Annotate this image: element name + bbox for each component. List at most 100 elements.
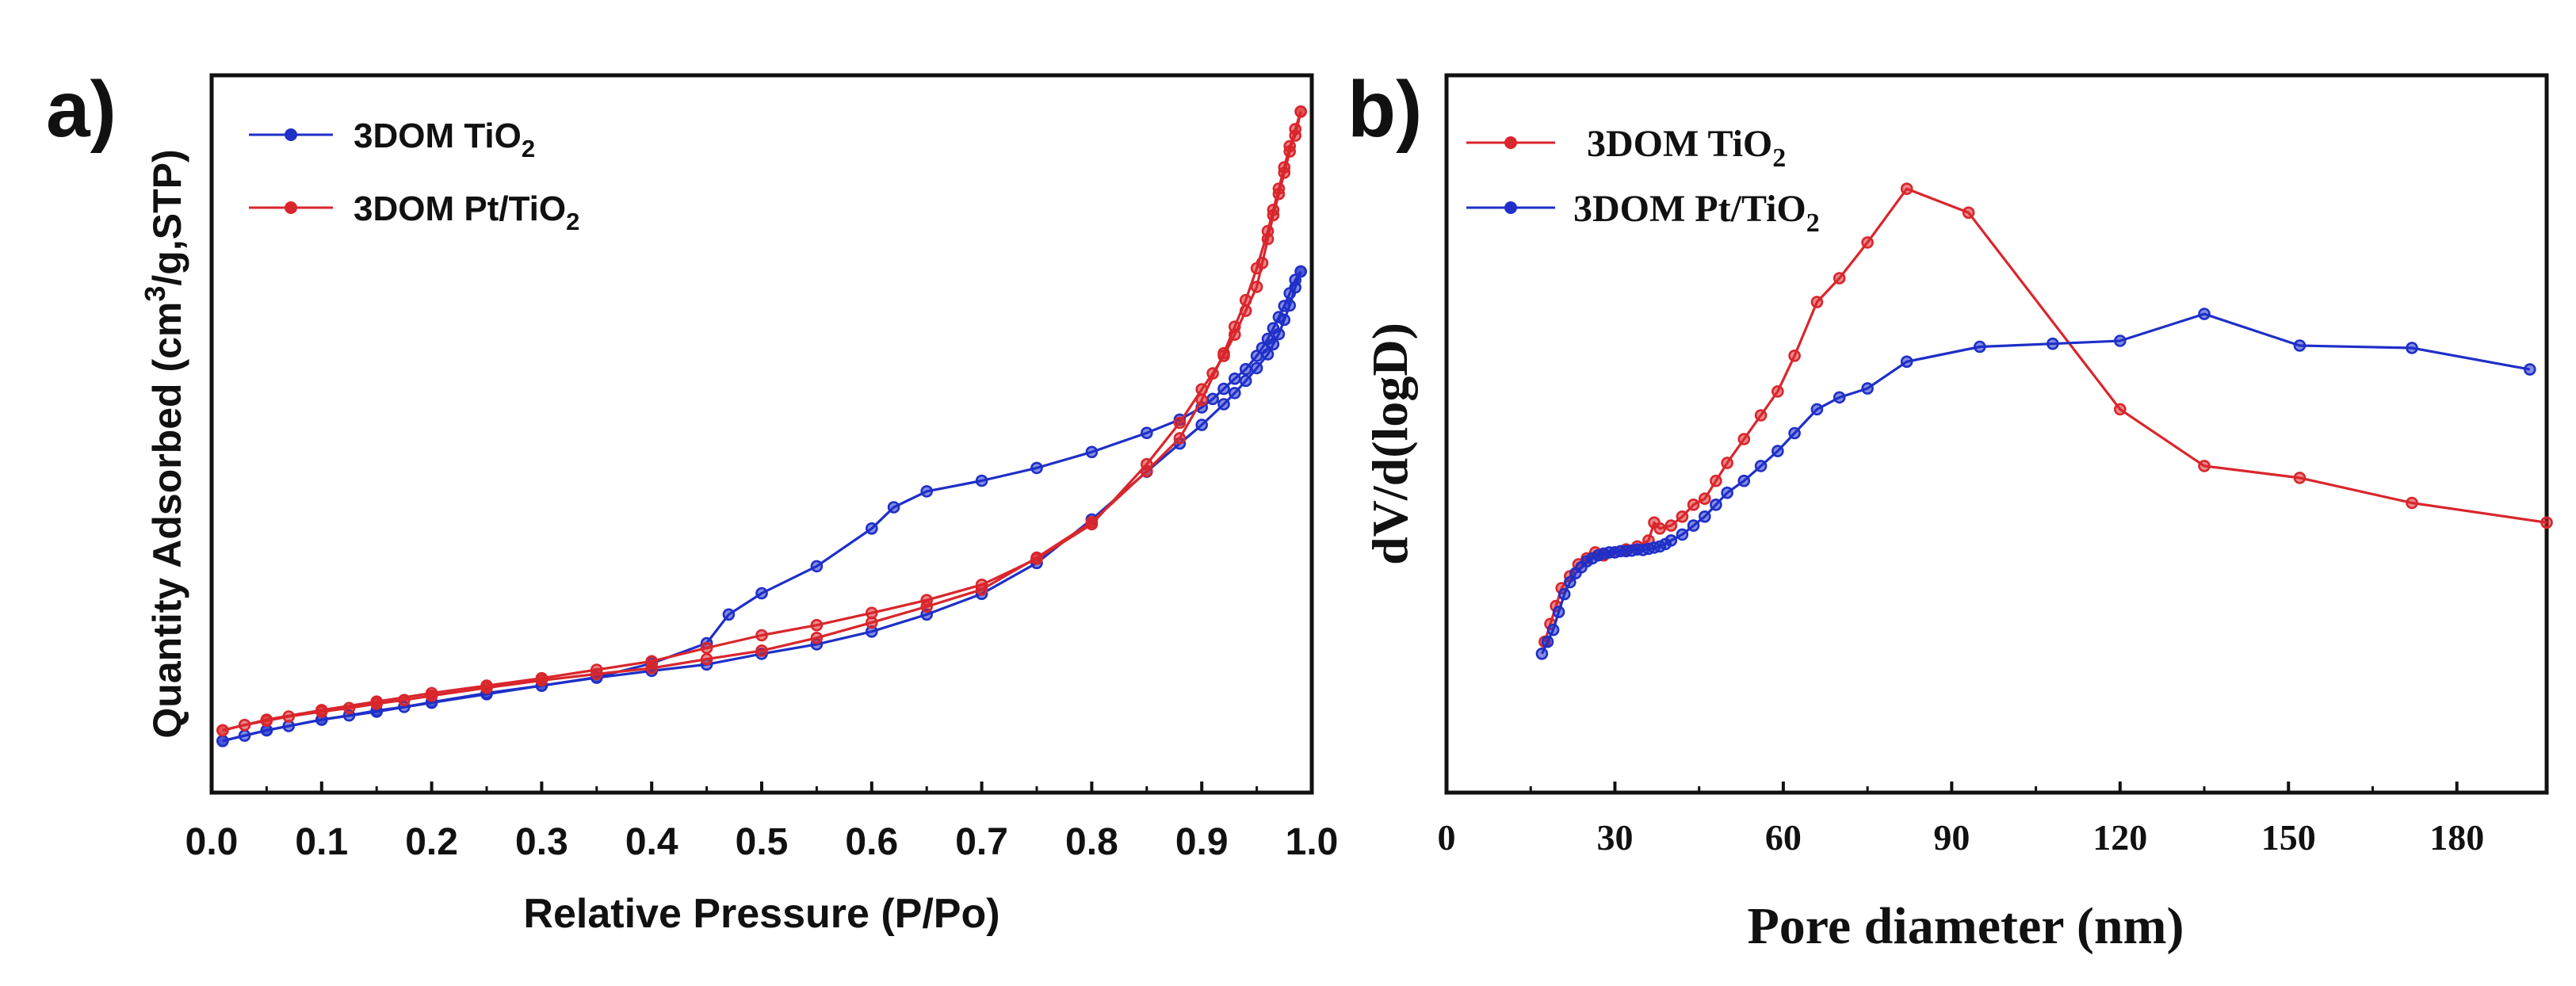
panel-b-x-tick-label: 0 xyxy=(1438,817,1456,858)
panel-a-series-1-desorption-point xyxy=(1272,187,1286,201)
panel-b-x-tick-label: 120 xyxy=(2093,817,2147,858)
panel-a-series-0-desorption-point xyxy=(1239,362,1252,376)
panel-a-legend-entry-tio2: 3DOM TiO2 xyxy=(249,117,535,162)
panel-a-series-0-desorption-point xyxy=(1217,382,1230,396)
panel-b-series-1-point xyxy=(2047,337,2059,350)
panel-b-legend-entry-pt-tio2: 3DOM Pt/TiO2 xyxy=(1466,188,1820,238)
panel-b-series-0-point xyxy=(1861,236,1874,249)
panel-a-series-1-desorption-point xyxy=(1085,518,1099,531)
panel-b-series-0-point xyxy=(1710,474,1722,487)
panel-b-series-1-point xyxy=(2524,363,2536,376)
panel-a-series-1-desorption-point xyxy=(755,629,768,642)
panel-a-series-0-desorption-point xyxy=(1278,300,1291,312)
panel-a-series-1-desorption-point xyxy=(1141,457,1153,471)
panel-a-series-0-desorption-point xyxy=(1030,461,1043,475)
panel-b-series-1-point xyxy=(1788,426,1801,440)
panel-b-legend-entry-tio2: 3DOM TiO2 xyxy=(1466,123,1786,173)
panel-a-series-1-desorption-point xyxy=(1294,105,1307,118)
panel-a-series-1-desorption-point xyxy=(1030,552,1043,565)
panel-a-series-1-desorption-point xyxy=(1229,328,1241,342)
panel-a-series-1-desorption-point xyxy=(1239,304,1252,317)
panel-b-x-tick-label: 180 xyxy=(2429,817,2484,858)
panel-b-series-0-point xyxy=(2540,516,2553,529)
panel-a-series-0-desorption-point xyxy=(1141,426,1153,440)
panel-a-x-tick-label: 0.0 xyxy=(185,821,239,863)
panel-a-series-1-adsorption-point xyxy=(1173,432,1187,445)
panel-a-series-1-desorption-point xyxy=(590,663,603,676)
panel-b-series-1-point xyxy=(1552,606,1565,618)
panel-a-series-0-adsorption-point xyxy=(1195,418,1208,431)
panel-a-series-1-adsorption-point xyxy=(810,631,824,644)
panel-a-legend-text-tio2: 3DOM TiO2 xyxy=(354,117,535,162)
panel-b-pore-size-chart: b) 0 30 60 90 120 150 180 Pore diameter (nm) d… xyxy=(1347,65,2553,955)
panel-a-series-1-adsorption-point xyxy=(700,652,713,666)
panel-b-series-0-point xyxy=(1664,519,1678,532)
panel-b-series-0-point xyxy=(2293,472,2307,484)
panel-a-label: a) xyxy=(46,65,117,154)
panel-b-series-1-point xyxy=(2293,339,2307,352)
panel-a-series-1-desorption-point xyxy=(866,606,878,620)
panel-a-series-0-desorption-point xyxy=(1272,311,1286,323)
panel-b-series-1-point xyxy=(1546,623,1560,636)
panel-b-series-0-point xyxy=(2406,496,2418,510)
panel-b-series-0-point xyxy=(1653,522,1666,535)
panel-b-series-1-point xyxy=(2406,342,2418,354)
panel-b-x-ticks: 0 30 60 90 120 150 180 xyxy=(1438,782,2484,858)
panel-b-series-1-point xyxy=(1771,445,1784,457)
panel-a-x-tick-label: 0.1 xyxy=(295,821,348,863)
panel-b-label: b) xyxy=(1347,65,1422,154)
panel-a-x-axis-label: Relative Pressure (P/Po) xyxy=(523,891,999,937)
panel-b-series-1-point xyxy=(1541,635,1554,648)
panel-b-series-1-point xyxy=(1535,647,1549,660)
panel-a-series-1-desorption-point xyxy=(1261,232,1275,246)
panel-a-series-1-desorption-point xyxy=(1217,350,1230,362)
panel-b-series-0-point xyxy=(1788,349,1801,362)
panel-a-x-tick-label: 0.6 xyxy=(845,821,898,863)
panel-a-series-0-desorption-point xyxy=(755,587,768,600)
panel-b-series-0-point xyxy=(1962,206,1975,220)
panel-b-series-1-point xyxy=(2114,334,2127,347)
panel-a-series-1-desorption-point xyxy=(535,671,548,685)
panel-a-series-0-adsorption-point xyxy=(1250,361,1263,375)
panel-a-series-1-desorption-point xyxy=(810,618,824,632)
panel-b-series-1-point xyxy=(1754,460,1768,472)
panel-a-series-1-desorption-point xyxy=(1289,123,1301,136)
panel-a-series-1-desorption-point xyxy=(920,594,933,607)
panel-b-series-0-point xyxy=(1676,510,1689,523)
panel-a-series-1-desorption-point xyxy=(370,695,384,709)
panel-b-series-1-point xyxy=(1833,391,1846,404)
panel-a-series-1-desorption-point xyxy=(645,655,659,668)
panel-a-series-1-desorption-point xyxy=(1250,281,1263,293)
panel-a-series-1-desorption-point xyxy=(315,704,328,717)
panel-b-legend-text-pt-tio2: 3DOM Pt/TiO2 xyxy=(1573,188,1820,238)
panel-b-series-0-point xyxy=(2198,460,2211,472)
panel-a-x-tick-label: 0.8 xyxy=(1065,821,1118,863)
panel-a-series-1-desorption-point xyxy=(1256,256,1269,269)
panel-b-x-tick-label: 30 xyxy=(1596,817,1633,858)
panel-a-series-1-adsorption-point xyxy=(755,644,768,657)
panel-a-series-1-desorption-point xyxy=(1195,383,1208,396)
panel-a-x-tick-label: 0.9 xyxy=(1175,821,1229,863)
panel-a-series-1-desorption-point xyxy=(1278,166,1291,179)
panel-a-series-0-desorption-point xyxy=(1261,332,1275,346)
panel-a-series-0-desorption-point xyxy=(722,608,736,621)
panel-a-series-0-desorption-point xyxy=(216,734,229,747)
panel-a-series-0-desorption-point xyxy=(810,560,824,573)
panel-b-legend: 3DOM TiO2 3DOM Pt/TiO2 xyxy=(1466,123,1820,238)
panel-a-series-0-adsorption-line xyxy=(222,270,1302,743)
panel-b-series-0-line xyxy=(1543,187,2547,643)
panel-a-x-tick-label: 0.3 xyxy=(515,821,568,863)
panel-b-series-0-point xyxy=(1900,182,1913,195)
panel-a-x-tick-label: 0.4 xyxy=(625,821,678,863)
panel-a-series-1-desorption-point xyxy=(260,713,273,726)
panel-a-series-1-desorption-point xyxy=(700,641,713,655)
panel-b-series-0-point xyxy=(1833,272,1846,285)
panel-a-series-0-desorption-point xyxy=(1229,372,1241,385)
panel-b-series-1-point xyxy=(1564,575,1577,589)
panel-a-series-0-desorption-point xyxy=(1289,273,1301,287)
panel-b-series-1-point xyxy=(1710,498,1722,511)
panel-a-series-0-desorption-point xyxy=(1283,287,1296,300)
panel-b-series-1-point xyxy=(1861,382,1874,395)
panel-b-series-1-point xyxy=(1737,474,1751,487)
